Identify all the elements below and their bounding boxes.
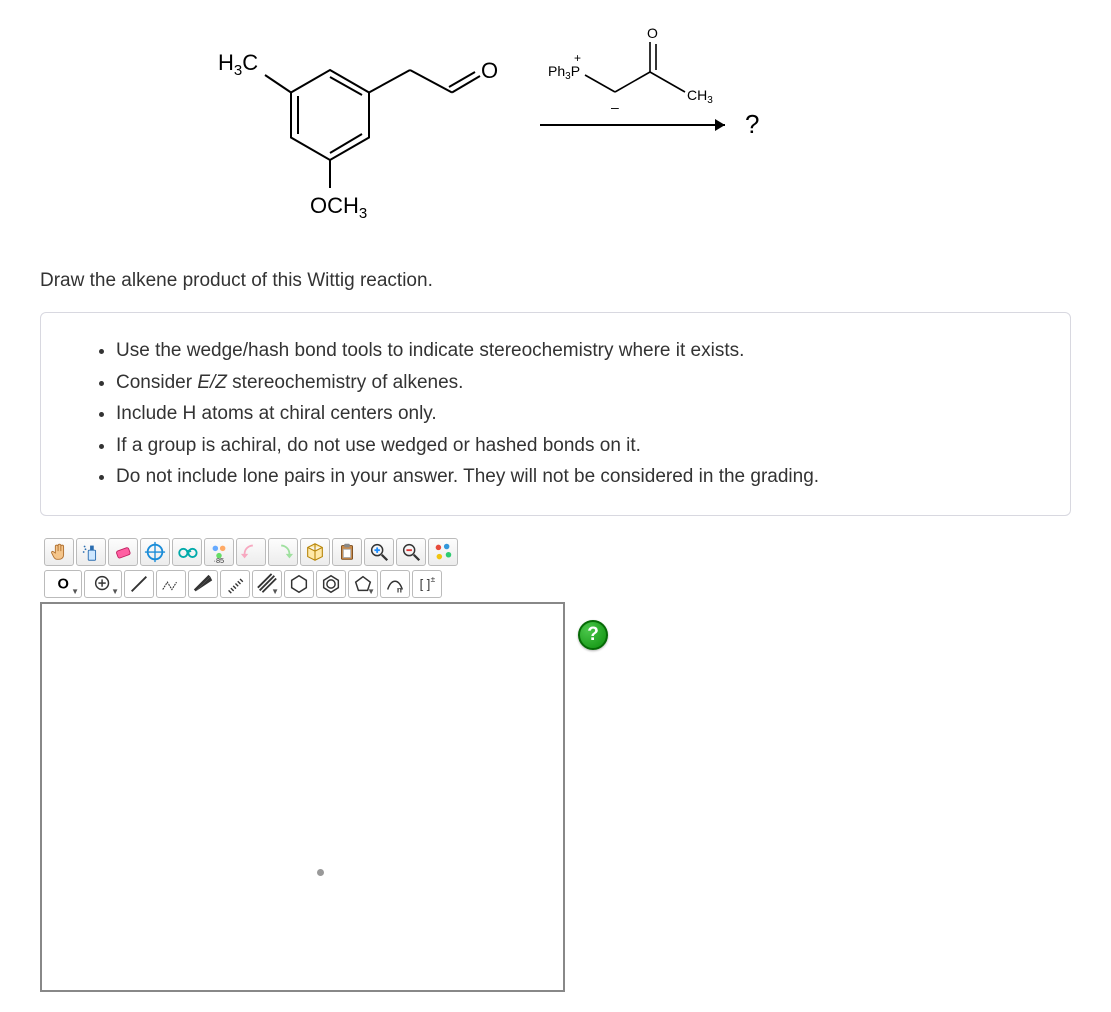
label-minus-charge: –: [611, 99, 619, 115]
dropdown-caret-icon: ▼: [71, 587, 79, 596]
instructions-box: Use the wedge/hash bond tools to indicat…: [40, 312, 1071, 516]
curve-n-icon[interactable]: n: [380, 570, 410, 598]
hash-bond-icon[interactable]: [220, 570, 250, 598]
chain-bond-icon[interactable]: [156, 570, 186, 598]
instruction-item: Consider E/Z stereochemistry of alkenes.: [116, 369, 1040, 397]
svg-text:±: ±: [431, 575, 436, 584]
label-ch3: CH3: [687, 87, 713, 106]
instruction-item: Include H atoms at chiral centers only.: [116, 400, 1040, 428]
label-ketone-o: O: [647, 25, 658, 41]
reaction-scheme: H3C OCH3 O Ph3P + – O CH3: [170, 20, 1071, 250]
label-och3: OCH3: [310, 193, 367, 222]
instructions-list: Use the wedge/hash bond tools to indicat…: [71, 337, 1040, 491]
cube3d-icon[interactable]: [300, 538, 330, 566]
structure-editor: ·85 O▼▼▼▼n[ ]± ?: [40, 536, 630, 992]
svg-text:[ ]: [ ]: [420, 576, 431, 591]
wedge-bond-icon[interactable]: [188, 570, 218, 598]
dropdown-caret-icon: ▼: [271, 587, 279, 596]
instruction-item: Do not include lone pairs in your answer…: [116, 463, 1040, 491]
help-button[interactable]: ?: [578, 620, 608, 650]
label-aldehyde-o: O: [481, 58, 498, 83]
paste-icon[interactable]: [332, 538, 362, 566]
spray-icon[interactable]: [76, 538, 106, 566]
ring-dropdown[interactable]: ▼: [348, 570, 378, 598]
atom-dropdown[interactable]: O▼: [44, 570, 82, 598]
multi-bond-dropdown[interactable]: ▼: [252, 570, 282, 598]
dropdown-caret-icon: ▼: [111, 587, 119, 596]
toolbar-row-1: ·85: [40, 536, 630, 568]
undo-icon[interactable]: [236, 538, 266, 566]
zoom-in-icon[interactable]: [364, 538, 394, 566]
zoom-out-icon[interactable]: [396, 538, 426, 566]
drawing-canvas[interactable]: [40, 602, 565, 992]
palette-icon[interactable]: [428, 538, 458, 566]
add-dropdown[interactable]: ▼: [84, 570, 122, 598]
redo-icon[interactable]: [268, 538, 298, 566]
charge-icon[interactable]: [ ]±: [412, 570, 442, 598]
pan-hand-icon[interactable]: [44, 538, 74, 566]
svg-text:·85: ·85: [214, 556, 225, 563]
glasses-icon[interactable]: [172, 538, 202, 566]
dropdown-caret-icon: ▼: [367, 587, 375, 596]
eraser-icon[interactable]: [108, 538, 138, 566]
label-plus-charge: +: [574, 51, 581, 65]
question-prompt: Draw the alkene product of this Wittig r…: [40, 270, 1071, 292]
instruction-item: If a group is achiral, do not use wedged…: [116, 432, 1040, 460]
single-bond-icon[interactable]: [124, 570, 154, 598]
hexagon-icon[interactable]: [284, 570, 314, 598]
instruction-item: Use the wedge/hash bond tools to indicat…: [116, 337, 1040, 365]
label-ph3p: Ph3P: [548, 63, 580, 82]
canvas-center-dot: [317, 869, 324, 876]
arrow-target-label: ?: [745, 109, 759, 139]
group-icon[interactable]: ·85: [204, 538, 234, 566]
svg-text:O: O: [58, 576, 69, 592]
crosshair-icon[interactable]: [140, 538, 170, 566]
label-h3c: H3C: [218, 50, 258, 79]
svg-text:n: n: [397, 585, 402, 594]
benzene-icon[interactable]: [316, 570, 346, 598]
toolbar-row-2: O▼▼▼▼n[ ]±: [40, 568, 630, 600]
